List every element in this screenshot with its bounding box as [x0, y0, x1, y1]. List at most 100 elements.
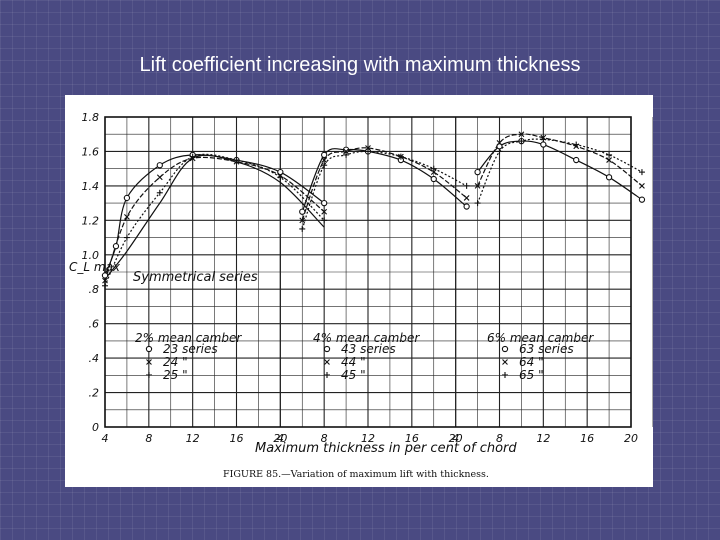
chart-legend: 23 series 43 series 63 series 24 " 44 " 64 " 2… [145, 342, 574, 382]
legend-marker [146, 372, 152, 378]
data-point-64-series [474, 182, 481, 189]
x-tick-label: 12 [186, 432, 200, 445]
x-tick-label: 12 [361, 432, 375, 445]
y-tick-label: .2 [89, 387, 100, 400]
annotation-symmetrical: Symmetrical series [133, 270, 258, 285]
data-point-45-series [463, 182, 470, 189]
plot-frame [104, 116, 632, 428]
data-point-45-series [397, 153, 404, 160]
data-point-24-series [321, 208, 328, 215]
data-point-44-series [321, 157, 328, 163]
data-point-64-series [496, 139, 503, 146]
data-point-44-series [343, 148, 349, 155]
legend-heading-2pct: 2% mean camber [135, 331, 242, 345]
data-point-63-series [474, 168, 481, 176]
data-point-45-series [321, 162, 328, 169]
data-point-25-series [156, 189, 163, 196]
data-point-25-series [321, 217, 328, 224]
data-point-45-series [299, 225, 306, 232]
y-tick-label: 1.6 [82, 145, 100, 158]
chart-figure: 0.2.4.6.8 1.0 1.2 1.4 1.6 1.8 4 8 12 16 20 4 8 12 16 20… [65, 95, 653, 487]
slide-title: Lift coefficient increasing with maximum… [139, 54, 581, 76]
data-point-65-series [638, 169, 645, 176]
data-point-65-series [540, 136, 547, 143]
x-tick-label: 8 [145, 432, 152, 445]
series-line-65-series [477, 138, 643, 204]
legend-entry-text: 44 " [341, 355, 366, 369]
data-point-24-series [102, 277, 108, 284]
legend-entry-text: 45 " [341, 368, 366, 382]
x-tick-label: 4 [452, 432, 459, 445]
x-tick-label: 16 [230, 432, 244, 445]
series-line-44-series [301, 147, 467, 221]
data-point-63-series [605, 174, 613, 181]
x-tick-label: 4 [102, 432, 109, 445]
figure-caption: FIGURE 85.—Variation of maximum lift wit… [223, 469, 489, 480]
legend-marker [324, 372, 330, 378]
data-point-23-series [156, 162, 163, 169]
legend-entry-text: 25 " [163, 368, 188, 382]
data-point-44-series [463, 195, 470, 201]
data-point-43-series [430, 175, 437, 183]
legend-marker [323, 345, 331, 353]
data-point-44-series [365, 145, 371, 151]
x-tick-label: 20 [449, 432, 463, 445]
data-point-43-series [299, 208, 306, 215]
y-tick-label: .6 [89, 318, 100, 331]
legend-entry-text: 65 " [519, 368, 544, 382]
x-tick-label: 20 [624, 432, 638, 445]
data-point-45-series [430, 165, 437, 172]
data-point-25-series [233, 157, 240, 164]
chart-grid [104, 116, 653, 428]
legend-marker [324, 359, 330, 365]
y-tick-label: 1.4 [82, 180, 100, 193]
x-tick-label: 8 [321, 432, 328, 445]
legend-heading-6pct: 6% mean camber [487, 331, 594, 345]
data-point-44-series [430, 169, 437, 176]
y-tick-label: 0 [92, 421, 99, 434]
data-point-24-series [124, 213, 130, 220]
data-point-64-series [518, 131, 525, 138]
x-tick-label: 20 [273, 432, 287, 445]
x-tick-label: 16 [580, 432, 594, 445]
y-tick-label: 1.0 [82, 249, 100, 262]
x-tick-label: 16 [405, 432, 419, 445]
legend-marker [145, 345, 153, 353]
legend-marker [502, 359, 508, 365]
data-point-65-series [518, 138, 525, 145]
data-point-23-series [112, 243, 120, 250]
legend-entry-text: 24 " [163, 355, 188, 369]
data-point-23-series [101, 272, 109, 279]
data-point-23-series [123, 194, 131, 202]
chart-ticks: 0.2.4.6.81.01.21.41.61.84 8 12 16 204 8 12 16 20… [82, 111, 639, 445]
x-axis-label: Maximum thickness in per cent of chord [255, 441, 517, 456]
data-point-24-series [156, 174, 163, 181]
y-tick-label: 1.2 [82, 214, 100, 227]
data-point-63-series [540, 141, 547, 148]
legend-entry-text: 23 series [163, 342, 218, 356]
legend-marker [146, 359, 152, 365]
series-line-63-series [477, 140, 643, 201]
y-tick-label: .8 [89, 283, 100, 296]
x-tick-label: 12 [536, 432, 550, 445]
data-point-63-series [573, 156, 580, 164]
data-point-65-series [474, 200, 481, 207]
y-tick-label: .4 [89, 352, 100, 365]
series-line-45-series [301, 150, 467, 230]
legend-heading-4pct: 4% mean camber [313, 331, 420, 345]
data-point-23-series [321, 199, 328, 207]
data-point-25-series [277, 174, 284, 181]
data-point-65-series [573, 141, 580, 148]
chart-svg: 0.2.4.6.81.01.21.41.61.84 8 12 16 204 8 12 16 20… [69, 111, 653, 480]
data-point-64-series [639, 182, 645, 189]
legend-entry-text: 64 " [519, 355, 544, 369]
y-tick-label: 1.8 [82, 111, 100, 124]
data-point-25-series [189, 153, 196, 160]
data-point-65-series [496, 148, 503, 155]
data-point-44-series [299, 217, 306, 224]
legend-marker [501, 345, 509, 353]
data-point-45-series [365, 148, 371, 155]
legend-marker [502, 372, 508, 378]
legend-entry-text: 43 series [341, 342, 396, 356]
data-point-45-series [343, 151, 350, 158]
